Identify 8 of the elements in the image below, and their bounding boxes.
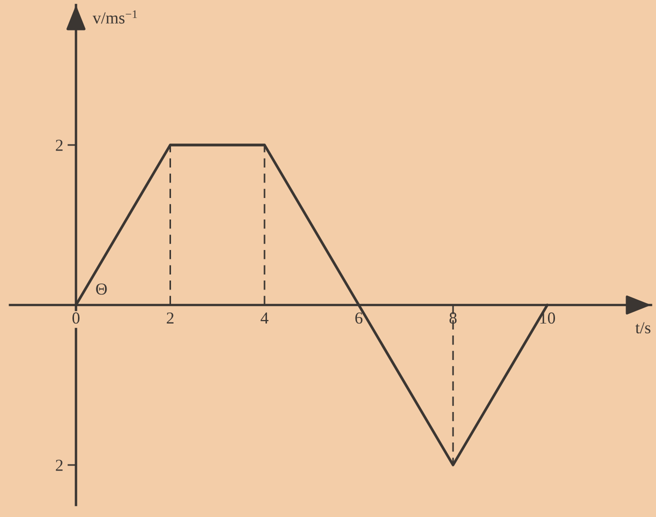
x-tick-label: 8 <box>450 312 457 324</box>
y-axis-title: v/ms$^{−1}$ <box>92 10 137 24</box>
x-tick-label: 4 <box>260 312 268 324</box>
annotation: Θ <box>96 283 107 295</box>
x-axis-title: t/s <box>635 322 650 334</box>
x-tick-label: 0 <box>72 312 80 324</box>
x-tick-label: 6 <box>355 312 362 324</box>
x-tick-label: 2 <box>166 312 174 324</box>
